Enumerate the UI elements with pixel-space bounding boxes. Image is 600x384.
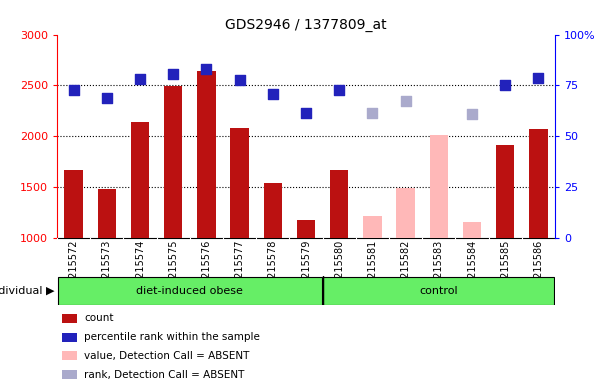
Point: [268, 91, 278, 97]
Bar: [62, 333, 77, 342]
Bar: [230, 128, 249, 238]
Bar: [197, 71, 215, 238]
Bar: [430, 135, 448, 238]
Bar: [263, 183, 282, 238]
Text: GSM215582: GSM215582: [401, 240, 410, 299]
Text: individual ▶: individual ▶: [0, 286, 54, 296]
Text: count: count: [85, 313, 114, 323]
Text: GSM215585: GSM215585: [500, 240, 510, 299]
Point: [368, 110, 377, 116]
Text: GSM215574: GSM215574: [135, 240, 145, 299]
Text: GSM215577: GSM215577: [235, 240, 245, 299]
Text: value, Detection Call = ABSENT: value, Detection Call = ABSENT: [85, 351, 250, 361]
Text: GSM215578: GSM215578: [268, 240, 278, 299]
Bar: [62, 351, 77, 361]
Text: GSM215575: GSM215575: [168, 240, 178, 299]
Point: [334, 86, 344, 93]
Point: [169, 71, 178, 77]
Bar: [98, 189, 116, 238]
Text: GSM215579: GSM215579: [301, 240, 311, 299]
Bar: [131, 122, 149, 238]
Text: GSM215586: GSM215586: [533, 240, 544, 299]
Point: [235, 77, 244, 83]
FancyBboxPatch shape: [58, 277, 322, 305]
Text: rank, Detection Call = ABSENT: rank, Detection Call = ABSENT: [85, 370, 245, 380]
Point: [401, 98, 410, 104]
Title: GDS2946 / 1377809_at: GDS2946 / 1377809_at: [225, 18, 387, 32]
Point: [467, 111, 477, 117]
Text: GSM215581: GSM215581: [367, 240, 377, 299]
Point: [69, 86, 79, 93]
Bar: [62, 370, 77, 379]
Text: control: control: [419, 286, 458, 296]
Point: [102, 94, 112, 101]
Bar: [330, 170, 349, 238]
Text: GSM215572: GSM215572: [68, 240, 79, 299]
Text: GSM215580: GSM215580: [334, 240, 344, 299]
Bar: [62, 314, 77, 323]
FancyBboxPatch shape: [323, 277, 554, 305]
Bar: [529, 129, 548, 238]
Text: GSM215584: GSM215584: [467, 240, 477, 299]
Point: [500, 83, 510, 89]
Bar: [463, 222, 481, 238]
Text: GSM215573: GSM215573: [102, 240, 112, 299]
Text: percentile rank within the sample: percentile rank within the sample: [85, 332, 260, 342]
Point: [533, 75, 543, 81]
Bar: [164, 86, 182, 238]
Bar: [297, 220, 315, 238]
Text: GSM215576: GSM215576: [202, 240, 211, 299]
Bar: [64, 170, 83, 238]
Point: [202, 66, 211, 72]
Point: [135, 76, 145, 83]
Bar: [496, 146, 514, 238]
Text: diet-induced obese: diet-induced obese: [136, 286, 243, 296]
Point: [301, 110, 311, 116]
Text: GSM215583: GSM215583: [434, 240, 444, 299]
Bar: [397, 188, 415, 238]
Bar: [363, 216, 382, 238]
